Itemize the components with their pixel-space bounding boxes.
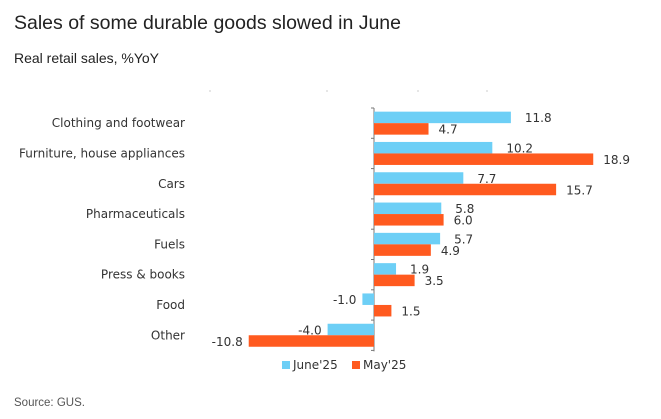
bar-may [374, 244, 431, 256]
data-label: 7.7 [477, 172, 496, 186]
category-label: Clothing and footwear [52, 116, 185, 130]
legend-swatch [352, 361, 360, 369]
data-label: -10.8 [212, 335, 243, 349]
category-label: Food [156, 298, 185, 312]
data-label: 1.5 [401, 304, 420, 318]
bar-june [374, 263, 397, 275]
category-label: Fuels [154, 237, 185, 251]
bar-may [374, 123, 429, 135]
data-label: 10.2 [506, 141, 533, 155]
bar-may [374, 304, 392, 317]
bar-june [327, 323, 374, 336]
category-label: Cars [158, 177, 185, 191]
bar-may [248, 335, 374, 347]
data-label: 5.7 [454, 232, 473, 246]
bar-june [374, 141, 493, 154]
data-label: 1.9 [410, 263, 429, 277]
data-label: 11.8 [525, 111, 552, 125]
legend-label: June'25 [292, 358, 338, 372]
bar-june [374, 202, 442, 215]
bar-june [374, 232, 441, 245]
data-label: -4.0 [298, 323, 321, 337]
category-label: Press & books [101, 268, 185, 282]
data-label: 15.7 [566, 183, 593, 197]
category-label: Other [151, 328, 185, 342]
bar-may [374, 274, 415, 287]
bar-may [374, 153, 594, 165]
bar-may [374, 183, 557, 196]
bar-june [362, 293, 374, 305]
category-label: Pharmaceuticals [86, 207, 185, 221]
bar-may [374, 214, 444, 226]
data-label: 4.7 [439, 123, 458, 137]
source-note: Source: GUS. [14, 397, 85, 409]
bar-june [374, 111, 511, 124]
data-label: -1.0 [333, 293, 356, 307]
data-label: 5.8 [455, 202, 474, 216]
data-label: 6.0 [454, 214, 473, 228]
chart-subtitle: Real retail sales, %YoY [14, 50, 160, 66]
bar-june [374, 172, 464, 184]
data-label: 18.9 [603, 153, 630, 167]
legend-swatch [282, 361, 290, 369]
legend-label: May'25 [363, 358, 406, 372]
category-label: Furniture, house appliances [19, 146, 185, 160]
data-label: 3.5 [425, 274, 444, 288]
data-label: 4.9 [441, 244, 460, 258]
chart-title: Sales of some durable goods slowed in Ju… [14, 12, 401, 34]
